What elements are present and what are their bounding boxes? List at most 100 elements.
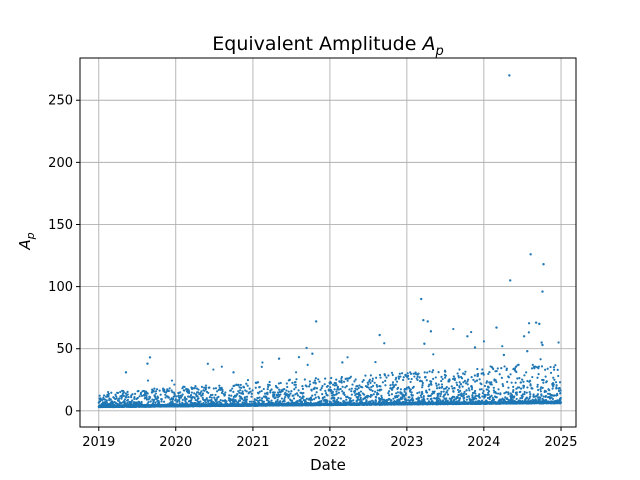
data-point bbox=[280, 397, 284, 400]
data-point bbox=[285, 393, 289, 396]
data-point bbox=[532, 393, 535, 396]
data-point bbox=[411, 394, 414, 397]
data-point bbox=[245, 390, 248, 393]
data-point bbox=[531, 387, 534, 390]
data-point bbox=[397, 377, 401, 380]
data-point bbox=[384, 379, 387, 382]
data-point bbox=[546, 367, 549, 370]
data-point bbox=[283, 387, 286, 391]
data-point bbox=[513, 367, 517, 370]
data-point bbox=[458, 368, 461, 371]
data-point bbox=[242, 386, 246, 389]
data-point bbox=[246, 378, 250, 382]
data-point bbox=[540, 365, 544, 368]
data-point bbox=[432, 392, 435, 395]
data-point bbox=[239, 389, 242, 392]
data-point bbox=[249, 390, 252, 393]
data-point bbox=[532, 395, 535, 399]
data-point bbox=[102, 394, 106, 397]
data-point bbox=[342, 391, 345, 394]
data-point bbox=[147, 400, 150, 404]
data-point bbox=[534, 365, 537, 368]
data-points bbox=[97, 74, 563, 409]
data-point bbox=[170, 389, 173, 392]
data-point bbox=[492, 386, 495, 389]
data-point bbox=[383, 342, 386, 345]
data-point bbox=[343, 393, 346, 396]
data-point bbox=[456, 396, 459, 399]
data-point bbox=[553, 394, 556, 397]
data-point bbox=[367, 386, 370, 389]
data-point bbox=[480, 399, 484, 402]
data-point bbox=[401, 395, 404, 398]
data-point bbox=[537, 365, 540, 368]
data-point bbox=[467, 395, 471, 398]
data-point bbox=[545, 380, 548, 383]
data-point bbox=[145, 394, 148, 397]
data-point bbox=[443, 376, 447, 379]
data-point bbox=[246, 384, 249, 387]
data-point bbox=[337, 391, 340, 394]
data-point bbox=[456, 383, 459, 387]
data-point bbox=[536, 393, 539, 396]
data-point bbox=[305, 346, 308, 349]
data-point bbox=[470, 386, 474, 389]
data-point bbox=[426, 397, 429, 400]
data-point bbox=[224, 391, 227, 394]
data-point bbox=[313, 386, 316, 389]
data-point bbox=[466, 378, 470, 381]
data-point bbox=[341, 390, 344, 393]
data-point bbox=[559, 392, 562, 395]
data-point bbox=[311, 394, 314, 397]
data-point bbox=[391, 373, 394, 377]
data-point bbox=[389, 384, 392, 387]
data-point bbox=[420, 396, 423, 399]
data-point bbox=[209, 394, 212, 397]
data-point bbox=[337, 388, 341, 391]
data-point bbox=[367, 383, 370, 386]
data-point bbox=[385, 376, 388, 379]
data-point bbox=[379, 385, 382, 388]
data-point bbox=[453, 378, 456, 382]
data-point bbox=[553, 378, 556, 381]
data-point bbox=[340, 379, 343, 382]
data-point bbox=[118, 397, 121, 400]
data-point bbox=[170, 379, 174, 382]
data-point bbox=[423, 398, 426, 401]
data-point bbox=[324, 377, 327, 380]
data-point bbox=[314, 382, 317, 385]
data-point bbox=[428, 388, 431, 391]
data-point bbox=[318, 397, 321, 400]
data-point bbox=[425, 379, 428, 382]
data-point bbox=[487, 393, 490, 396]
data-point bbox=[537, 373, 540, 376]
data-point bbox=[480, 388, 483, 391]
data-point bbox=[133, 397, 136, 400]
data-point bbox=[486, 396, 490, 400]
data-point bbox=[421, 384, 424, 387]
data-point bbox=[281, 390, 284, 393]
data-point bbox=[527, 322, 531, 325]
data-point bbox=[213, 396, 216, 399]
data-point bbox=[321, 384, 324, 388]
data-point bbox=[220, 386, 223, 389]
data-point bbox=[487, 372, 490, 376]
data-point bbox=[544, 394, 548, 398]
data-point bbox=[476, 367, 479, 371]
data-point bbox=[109, 398, 112, 401]
data-point bbox=[473, 374, 476, 377]
data-point bbox=[526, 386, 529, 389]
data-point bbox=[193, 392, 196, 395]
data-point bbox=[525, 396, 529, 399]
data-point bbox=[284, 395, 287, 399]
data-point bbox=[260, 389, 263, 393]
data-point bbox=[551, 387, 554, 390]
data-point bbox=[205, 397, 208, 400]
data-point bbox=[241, 390, 244, 393]
data-point bbox=[344, 386, 347, 389]
data-point bbox=[507, 376, 511, 379]
data-point bbox=[111, 402, 115, 405]
data-point bbox=[220, 365, 223, 368]
data-point bbox=[497, 388, 500, 391]
data-point bbox=[173, 383, 176, 386]
